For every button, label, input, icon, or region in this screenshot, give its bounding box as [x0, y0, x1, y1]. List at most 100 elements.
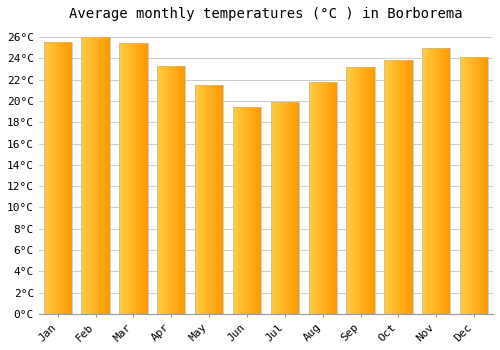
Bar — [370, 67, 371, 314]
Bar — [436, 48, 437, 314]
Bar — [357, 67, 358, 314]
Bar — [463, 57, 464, 314]
Bar — [66, 42, 67, 314]
Bar — [335, 82, 336, 314]
Bar — [484, 57, 486, 314]
Bar — [326, 82, 328, 314]
Bar — [138, 43, 139, 314]
Bar — [346, 67, 375, 314]
Bar — [270, 102, 299, 314]
Bar — [174, 66, 175, 314]
Bar — [109, 37, 110, 314]
Bar — [437, 48, 438, 314]
Bar — [318, 82, 319, 314]
Bar — [315, 82, 316, 314]
Bar — [389, 61, 390, 314]
Bar — [173, 66, 174, 314]
Bar — [442, 48, 443, 314]
Bar — [51, 42, 52, 314]
Bar — [50, 42, 51, 314]
Bar — [70, 42, 71, 314]
Bar — [119, 43, 148, 314]
Bar — [448, 48, 450, 314]
Bar — [184, 66, 186, 314]
Bar — [127, 43, 128, 314]
Bar — [398, 61, 400, 314]
Bar — [324, 82, 326, 314]
Bar — [245, 107, 246, 314]
Bar — [57, 42, 58, 314]
Bar — [146, 43, 148, 314]
Bar — [384, 61, 412, 314]
Bar — [222, 85, 224, 314]
Bar — [410, 61, 412, 314]
Bar — [333, 82, 334, 314]
Bar — [238, 107, 240, 314]
Bar — [82, 37, 110, 314]
Bar — [143, 43, 144, 314]
Bar — [426, 48, 427, 314]
Bar — [441, 48, 442, 314]
Bar — [427, 48, 428, 314]
Bar — [60, 42, 62, 314]
Bar — [473, 57, 474, 314]
Bar — [141, 43, 142, 314]
Bar — [213, 85, 214, 314]
Bar — [96, 37, 98, 314]
Bar — [348, 67, 349, 314]
Bar — [164, 66, 166, 314]
Bar — [480, 57, 481, 314]
Bar — [373, 67, 374, 314]
Bar — [102, 37, 103, 314]
Bar — [44, 42, 46, 314]
Bar — [362, 67, 364, 314]
Bar — [276, 102, 278, 314]
Bar — [92, 37, 94, 314]
Bar — [424, 48, 425, 314]
Bar — [55, 42, 56, 314]
Bar — [358, 67, 360, 314]
Bar — [321, 82, 322, 314]
Bar — [260, 107, 261, 314]
Bar — [313, 82, 314, 314]
Bar — [422, 48, 423, 314]
Bar — [89, 37, 90, 314]
Bar — [244, 107, 245, 314]
Bar — [56, 42, 57, 314]
Bar — [317, 82, 318, 314]
Bar — [350, 67, 351, 314]
Bar — [372, 67, 373, 314]
Bar — [292, 102, 294, 314]
Bar — [49, 42, 50, 314]
Bar — [202, 85, 203, 314]
Bar — [281, 102, 282, 314]
Bar — [444, 48, 445, 314]
Bar — [250, 107, 251, 314]
Bar — [248, 107, 249, 314]
Bar — [328, 82, 330, 314]
Bar — [243, 107, 244, 314]
Bar — [103, 37, 104, 314]
Bar — [298, 102, 299, 314]
Bar — [476, 57, 477, 314]
Bar — [353, 67, 354, 314]
Bar — [272, 102, 274, 314]
Bar — [252, 107, 254, 314]
Bar — [474, 57, 475, 314]
Bar — [360, 67, 362, 314]
Bar — [368, 67, 369, 314]
Bar — [136, 43, 137, 314]
Bar — [53, 42, 54, 314]
Bar — [69, 42, 70, 314]
Bar — [460, 57, 488, 314]
Bar — [144, 43, 145, 314]
Bar — [197, 85, 198, 314]
Bar — [392, 61, 394, 314]
Bar — [176, 66, 177, 314]
Bar — [86, 37, 87, 314]
Bar — [284, 102, 285, 314]
Bar — [283, 102, 284, 314]
Bar — [356, 67, 357, 314]
Bar — [406, 61, 407, 314]
Bar — [278, 102, 279, 314]
